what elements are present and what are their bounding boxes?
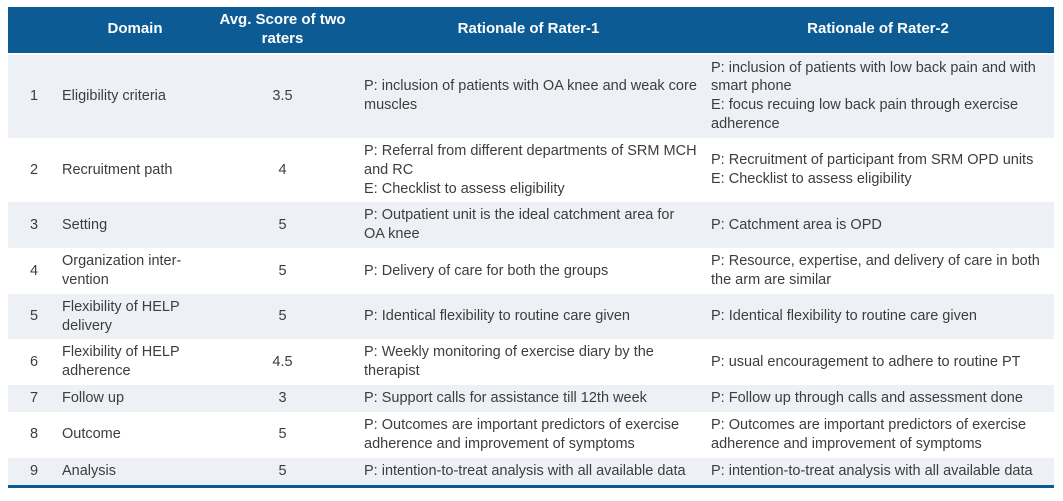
rater1-rationale-cell: P: Support calls for assistance till 12t… <box>364 390 647 407</box>
rater1-rationale-cell: P: Referral from different departments o… <box>364 142 697 197</box>
score-cell: 5 <box>278 426 287 443</box>
table-row: 2 Recruitment path 4 P: Referral from di… <box>8 138 1054 203</box>
score-cell: 5 <box>278 216 287 233</box>
score-cell: 3 <box>278 390 287 407</box>
row-number: 9 <box>29 462 39 479</box>
rater2-rationale-cell: P: Resource, expertise, and delivery of … <box>711 253 1040 288</box>
score-cell: 5 <box>278 308 287 325</box>
table-row: 3 Setting 5 P: Outpatient unit is the id… <box>8 202 1054 249</box>
row-number: 8 <box>29 426 39 443</box>
rater1-rationale-cell: P: intention-to-treat analysis with all … <box>364 462 686 479</box>
row-number: 5 <box>29 308 39 325</box>
table-row: 9 Analysis 5 P: intention-to-treat analy… <box>8 457 1054 485</box>
rater2-rationale-cell: P: inclusion of patients with low back p… <box>711 59 1036 133</box>
domain-cell: Setting <box>62 216 108 233</box>
domain-cell: Eligibility criteria <box>62 87 166 104</box>
table-row: 7 Follow up 3 P: Support calls for assis… <box>8 385 1054 412</box>
row-number: 3 <box>29 216 39 233</box>
header-rater2: Rationale of Rater-2 <box>807 20 949 38</box>
rater2-rationale-cell: P: Catchment area is OPD <box>711 216 882 233</box>
rater1-rationale-cell: P: Outcomes are important predictors of … <box>364 417 680 452</box>
domain-cell: Follow up <box>62 390 125 407</box>
table-header-row: Domain Avg. Score of two raters Rational… <box>8 7 1054 53</box>
domain-cell: Flexibility of HELP adherence <box>62 344 180 380</box>
table-row: 4 Organization inter-vention 5 P: Delive… <box>8 248 1054 294</box>
rater-score-table: Domain Avg. Score of two raters Rational… <box>8 7 1054 488</box>
rater2-rationale-cell: P: Follow up through calls and assessmen… <box>711 390 1023 407</box>
domain-cell: Recruitment path <box>62 161 173 178</box>
table-row: 8 Outcome 5 P: Outcomes are important pr… <box>8 412 1054 458</box>
rater1-rationale-cell: P: inclusion of patients with OA knee an… <box>364 78 697 114</box>
table-row: 1 Eligibility criteria 3.5 P: inclusion … <box>8 54 1054 138</box>
rater1-rationale-cell: P: Weekly monitoring of exercise diary b… <box>364 344 654 380</box>
row-number: 2 <box>29 161 39 178</box>
score-cell: 3.5 <box>272 87 293 104</box>
header-avg-score: Avg. Score of two raters <box>219 11 346 47</box>
header-rater1: Rationale of Rater-1 <box>457 20 600 38</box>
header-domain: Domain <box>107 20 163 38</box>
score-cell: 5 <box>278 262 287 279</box>
score-cell: 4 <box>278 161 287 178</box>
domain-cell: Outcome <box>62 426 121 443</box>
domain-cell: Analysis <box>62 462 116 479</box>
rater2-rationale-cell: P: Recruitment of participant from SRM O… <box>711 152 1034 188</box>
rater1-rationale-cell: P: Delivery of care for both the groups <box>364 262 609 279</box>
rater2-rationale-cell: P: usual encouragement to adhere to rout… <box>711 353 1021 370</box>
rater1-rationale-cell: P: Identical flexibility to routine care… <box>364 308 630 325</box>
row-number: 7 <box>29 390 39 407</box>
rater2-rationale-cell: P: Outcomes are important predictors of … <box>711 417 1027 452</box>
score-cell: 4.5 <box>272 353 293 370</box>
domain-cell: Flexibility of HELP delivery <box>62 298 180 334</box>
score-cell: 5 <box>278 462 287 479</box>
rater2-rationale-cell: P: intention-to-treat analysis with all … <box>711 462 1033 479</box>
rater2-rationale-cell: P: Identical flexibility to routine care… <box>711 308 977 325</box>
domain-cell: Organization inter-vention <box>62 253 182 288</box>
row-number: 4 <box>29 262 39 279</box>
row-number: 1 <box>29 87 39 104</box>
table-row: 5 Flexibility of HELP delivery 5 P: Iden… <box>8 293 1054 340</box>
header-row-number <box>8 26 60 34</box>
table-row: 6 Flexibility of HELP adherence 4.5 P: W… <box>8 339 1054 385</box>
rater1-rationale-cell: P: Outpatient unit is the ideal catchmen… <box>364 207 675 243</box>
row-number: 6 <box>29 353 39 370</box>
